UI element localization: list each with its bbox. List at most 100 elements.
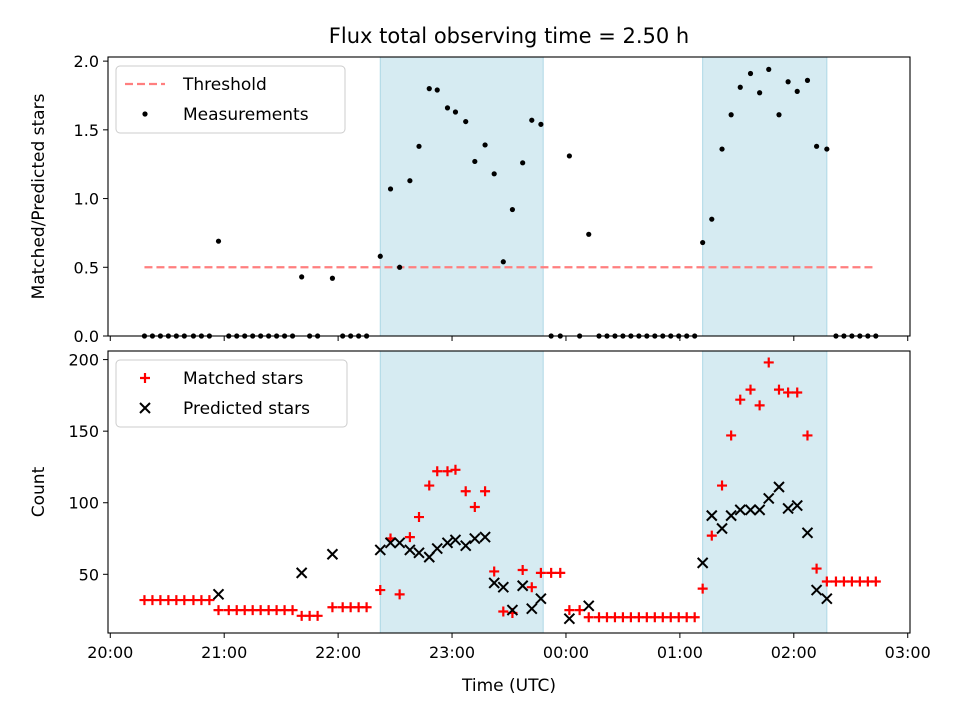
matched-star-point <box>469 502 480 513</box>
matched-star-point <box>870 576 881 587</box>
predicted-star-point <box>479 531 491 543</box>
legend-label: Threshold <box>182 75 267 95</box>
measurement-point <box>747 70 754 77</box>
y-axis-label: Matched/Predicted stars <box>29 93 49 299</box>
measurement-point <box>728 112 734 118</box>
x-tick-label: 23:00 <box>429 643 475 662</box>
observing-span <box>702 350 828 634</box>
x-tick-label: 01:00 <box>657 643 703 662</box>
matched-star-point <box>689 612 700 623</box>
y-tick-label: 0.0 <box>74 327 99 346</box>
matched-star-point <box>361 602 372 613</box>
measurement-point <box>426 86 432 92</box>
measurement-point <box>766 66 772 72</box>
predicted-star-point <box>734 504 746 516</box>
measurement-point <box>804 77 811 83</box>
measurement-point <box>538 121 544 127</box>
measurement-point <box>329 275 336 281</box>
matched-star-point <box>432 466 443 477</box>
matched-star-point <box>535 567 546 578</box>
matched-star-point <box>394 589 405 600</box>
predicted-star-point <box>526 602 538 615</box>
matched-star-point <box>498 606 509 617</box>
y-tick-label: 0.5 <box>74 258 99 277</box>
legend-matched-swatch <box>140 373 150 383</box>
observing-span <box>702 56 828 337</box>
matched-star-point <box>697 583 708 594</box>
matched-star-point <box>442 466 453 477</box>
measurement-point <box>776 112 782 118</box>
matched-star-point <box>489 566 500 577</box>
legend-box <box>115 359 348 428</box>
measurement-point <box>463 118 469 125</box>
measurement-point <box>472 158 478 165</box>
measurement-point <box>500 259 506 265</box>
matched-star-point <box>811 563 822 574</box>
matched-star-point <box>792 387 803 398</box>
measurement-point <box>444 105 451 111</box>
matched-star-point <box>583 612 594 623</box>
predicted-star-point <box>716 522 728 535</box>
matched-star-point <box>517 565 528 576</box>
matched-star-point <box>574 605 585 616</box>
predicted-star-point <box>535 592 547 605</box>
x-tick-label: 03:00 <box>885 643 931 662</box>
predicted-star-point <box>374 544 386 556</box>
measurement-point <box>452 109 459 115</box>
matched-star-point <box>564 605 575 616</box>
predicted-star-point <box>583 600 595 612</box>
x-tick-label: 22:00 <box>315 643 361 662</box>
measurement-point <box>700 239 706 246</box>
legend-predicted-swatch <box>139 402 151 414</box>
measurement-point <box>434 87 440 93</box>
measurement-point <box>529 117 535 123</box>
measurement-point <box>794 88 800 94</box>
legend-label: Measurements <box>183 105 309 125</box>
predicted-star-point <box>449 534 462 546</box>
legend-box <box>115 65 346 134</box>
y-tick-label: 1.5 <box>74 121 99 140</box>
measurement-point <box>757 90 763 96</box>
matched-star-point <box>450 464 461 475</box>
measurement-point <box>709 216 715 222</box>
matched-star-point <box>287 605 298 616</box>
matched-star-point <box>404 532 415 543</box>
matched-star-point <box>480 486 491 497</box>
predicted-star-point <box>497 581 510 593</box>
measurement-point <box>785 79 791 85</box>
matched-star-point <box>204 595 215 606</box>
predicted-star-point <box>782 502 794 515</box>
matched-star-point <box>312 610 323 621</box>
matched-star-point <box>745 384 756 395</box>
predicted-star-point <box>791 499 803 512</box>
x-tick-label: 20:00 <box>87 643 133 662</box>
matched-star-point <box>754 400 765 411</box>
matched-star-point <box>717 480 728 491</box>
matched-star-point <box>375 585 386 596</box>
predicted-star-point <box>810 584 823 596</box>
matched-star-point <box>726 430 737 441</box>
x-tick-label: 00:00 <box>543 643 589 662</box>
matched-star-point <box>773 384 784 395</box>
y-tick-label: 1.0 <box>74 190 99 209</box>
axes-frame <box>107 56 911 337</box>
y-tick-label: 100 <box>68 494 99 513</box>
matched-star-point <box>327 602 338 613</box>
measurement-point <box>482 142 488 148</box>
ratio-panel: 0.0 0.5 1.0 1.5 2.0 Matched/Predicted stars Th… <box>29 52 911 346</box>
y-axis-label: Count <box>29 466 49 517</box>
measurement-point <box>824 146 830 152</box>
measurement-point <box>215 238 222 244</box>
matched-star-point <box>424 480 435 491</box>
predicted-star-point <box>763 492 775 505</box>
predicted-star-point <box>469 532 481 545</box>
measurement-point <box>416 143 422 149</box>
predicted-star-point <box>706 509 718 522</box>
predicted-star-point <box>413 547 425 559</box>
matched-star-point <box>802 430 813 441</box>
predicted-star-point <box>295 567 308 579</box>
x-tick-label: 21:00 <box>201 643 247 662</box>
predicted-star-point <box>384 537 397 549</box>
predicted-star-point <box>744 504 757 516</box>
